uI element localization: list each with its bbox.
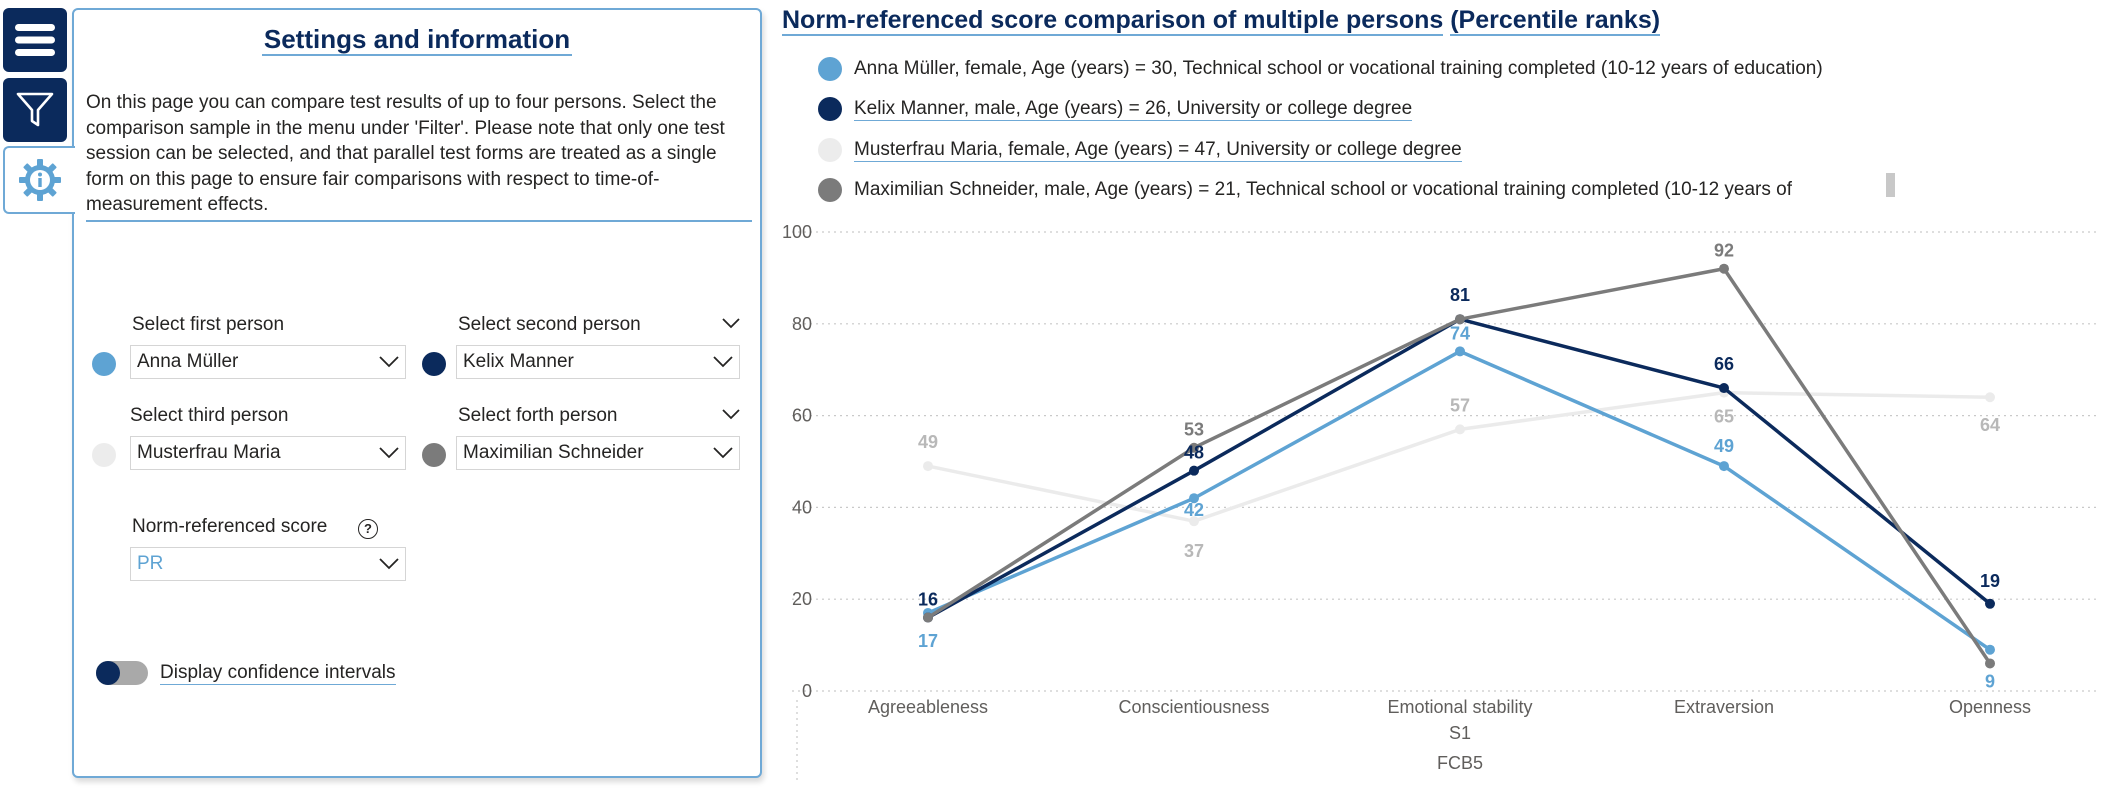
data-label: 92 [1714,241,1734,261]
fourth-person-color-dot [422,443,446,467]
data-point [1455,346,1465,357]
norm-score-dropdown[interactable]: PR [130,547,406,581]
chart-title: Norm-referenced score comparison of mult… [782,6,1661,36]
data-label: 81 [1450,285,1470,305]
fourth-person-dropdown[interactable]: Maximilian Schneider [456,436,740,470]
first-person-color-dot [92,352,116,376]
chevron-down-icon[interactable] [722,409,740,420]
chevron-down-icon [713,447,733,459]
first-person-label: Select first person [132,314,285,335]
data-point [923,612,933,623]
chevron-down-icon [379,356,399,368]
info-gear-icon [19,159,61,201]
legend-dot [818,97,842,121]
y-tick-label: 100 [782,222,812,242]
data-label: 16 [918,590,938,610]
x-tick-label: Conscientiousness [1118,697,1269,717]
data-label: 53 [1184,420,1204,440]
filter-button[interactable] [3,78,67,142]
data-label: 49 [918,432,938,452]
legend-scrollbar[interactable] [1886,173,1895,197]
confidence-interval-toggle[interactable] [96,661,148,685]
legend-label: Musterfrau Maria, female, Age (years) = … [854,138,1462,162]
y-tick-label: 60 [792,406,812,426]
data-label: 48 [1184,443,1204,463]
data-label: 19 [1980,571,2000,591]
data-point [1985,658,1995,669]
y-tick-label: 80 [792,314,812,334]
settings-panel: Settings and information On this page yo… [72,8,762,778]
data-label: 64 [1980,415,2000,435]
first-person-dropdown[interactable]: Anna Müller [130,345,406,379]
y-tick-label: 40 [792,497,812,517]
third-person-label: Select third person [130,405,289,426]
data-point [1189,493,1199,504]
data-label: 9 [1985,672,1995,692]
panel-title: Settings and information [261,24,573,56]
legend-item-maria[interactable]: Musterfrau Maria, female, Age (years) = … [818,133,1462,167]
legend-dot [818,178,842,202]
x-tick-label: Emotional stability [1387,697,1532,717]
third-person-color-dot [92,443,116,467]
data-label: 74 [1450,323,1470,343]
data-point [1985,598,1995,609]
legend-item-anna[interactable]: Anna Müller, female, Age (years) = 30, T… [818,52,1823,86]
chevron-down-icon [379,558,399,570]
chevron-down-icon [713,356,733,368]
legend-label: Maximilian Schneider, male, Age (years) … [854,179,1792,200]
x-group-label: FCB5 [1437,753,1483,773]
chart-title-suffix: (Percentile ranks) [1450,6,1661,36]
legend-item-kelix[interactable]: Kelix Manner, male, Age (years) = 26, Un… [818,92,1413,126]
chevron-down-icon[interactable] [722,318,740,329]
data-point [1719,383,1729,394]
second-person-label: Select second person [458,314,641,335]
x-tick-label: Extraversion [1674,697,1774,717]
data-label: 37 [1184,541,1204,561]
info-settings-button[interactable] [3,146,75,214]
x-tick-label: Agreeableness [868,697,988,717]
filter-funnel-icon [16,92,54,127]
second-person-dropdown[interactable]: Kelix Manner [456,345,740,379]
data-point [1455,314,1465,325]
menu-button[interactable] [3,8,67,72]
data-point [1719,461,1729,472]
x-group-label: S1 [1449,723,1471,743]
data-point [1719,263,1729,274]
third-person-dropdown[interactable]: Musterfrau Maria [130,436,406,470]
data-label: 17 [918,631,938,651]
hamburger-menu-icon [15,24,55,56]
second-person-color-dot [422,352,446,376]
y-tick-label: 0 [802,681,812,701]
data-point [923,461,933,472]
data-label: 66 [1714,354,1734,374]
data-point [1455,424,1465,435]
y-tick-label: 20 [792,589,812,609]
intro-text: On this page you can compare test result… [86,90,752,222]
legend-label: Kelix Manner, male, Age (years) = 26, Un… [854,97,1413,121]
data-label: 42 [1184,500,1204,520]
data-label: 57 [1450,395,1470,415]
series-line [927,317,1992,620]
toggle-knob [96,661,120,685]
help-icon[interactable]: ? [358,519,378,539]
confidence-interval-label[interactable]: Display confidence intervals [160,662,396,685]
data-point [1189,516,1199,527]
data-point [1189,442,1199,453]
x-tick-label: Openness [1949,697,2031,717]
data-point [1985,644,1995,655]
data-label: 49 [1714,436,1734,456]
norm-score-label: Norm-referenced score [132,516,328,537]
chevron-down-icon [379,447,399,459]
fourth-person-label: Select forth person [458,405,618,426]
legend-item-maximilian[interactable]: Maximilian Schneider, male, Age (years) … [818,173,1792,215]
data-point [1985,392,1995,403]
legend-label: Anna Müller, female, Age (years) = 30, T… [854,58,1823,79]
data-label: 65 [1714,407,1734,427]
data-point [1189,465,1199,476]
legend-dot [818,138,842,162]
legend-dot [818,57,842,81]
